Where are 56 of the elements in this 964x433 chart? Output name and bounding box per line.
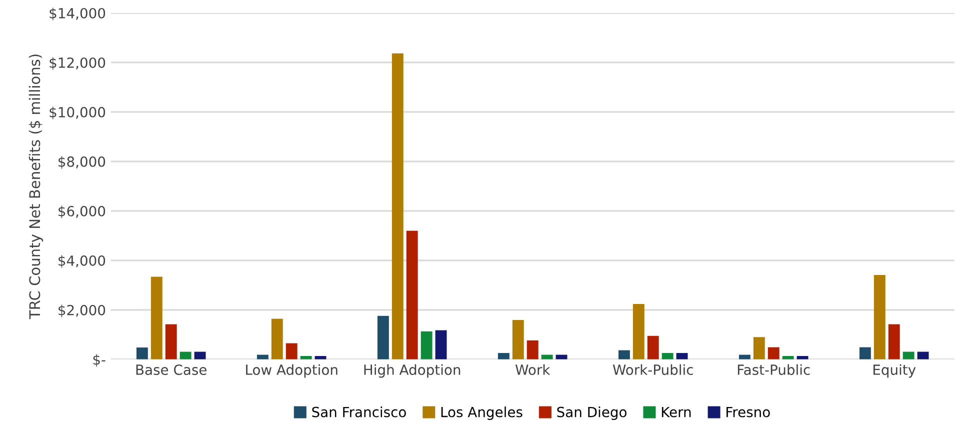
bar — [782, 356, 794, 360]
x-tick-label: Work — [515, 364, 550, 375]
bar — [165, 324, 177, 360]
bar — [753, 337, 765, 360]
bar — [859, 347, 871, 360]
bar — [902, 352, 914, 360]
y-tick-label: $4,000 — [58, 255, 106, 268]
legend-label: San Diego — [557, 406, 626, 420]
x-tick-label: Equity — [874, 364, 916, 378]
bar — [632, 304, 644, 360]
x-tick-label: High Adoption — [364, 364, 460, 378]
bar — [435, 330, 447, 360]
bar — [420, 331, 432, 360]
y-tick-label: $10,000 — [50, 106, 106, 120]
legend-label: San Francisco — [312, 406, 406, 418]
bar — [541, 354, 553, 360]
bar — [618, 350, 630, 360]
bar — [512, 320, 524, 360]
bar — [888, 324, 900, 360]
x-tick-label: Base Case — [136, 364, 206, 375]
y-tick-label: $6,000 — [58, 206, 106, 218]
bar — [271, 318, 283, 360]
bar — [150, 276, 162, 360]
bar — [662, 352, 674, 360]
bar — [314, 356, 326, 360]
bar — [874, 275, 886, 360]
bar — [768, 347, 780, 360]
x-tick-label: Fast-Public — [738, 364, 810, 375]
bar — [647, 336, 659, 360]
x-tick-label: Work-Public — [612, 364, 693, 375]
bar — [556, 354, 568, 360]
y-axis-title: TRC County Net Benefits ($ millions) — [28, 54, 44, 320]
bar — [256, 354, 268, 360]
bar — [300, 356, 312, 360]
bar — [917, 352, 929, 360]
y-tick-label: $14,000 — [50, 8, 106, 20]
bar — [676, 352, 688, 360]
bar — [738, 354, 750, 360]
bar — [392, 53, 404, 360]
y-tick-label: $12,000 — [50, 57, 106, 70]
bar — [377, 316, 389, 360]
bar — [498, 352, 510, 360]
y-tick-label: $8,000 — [58, 156, 106, 169]
bar — [796, 356, 808, 360]
legend-label: Los Angeles — [441, 406, 522, 420]
y-tick-label: $2,000 — [58, 304, 106, 318]
bar — [526, 340, 538, 360]
bar — [180, 352, 192, 360]
bar — [136, 348, 148, 360]
x-tick-label: Low Adoption — [246, 364, 338, 378]
y-tick-label: $- — [93, 354, 106, 367]
bar — [286, 343, 298, 360]
legend-label: Fresno — [726, 406, 770, 418]
bar — [194, 352, 206, 360]
bar — [406, 230, 418, 360]
legend-label: Kern — [662, 406, 691, 418]
